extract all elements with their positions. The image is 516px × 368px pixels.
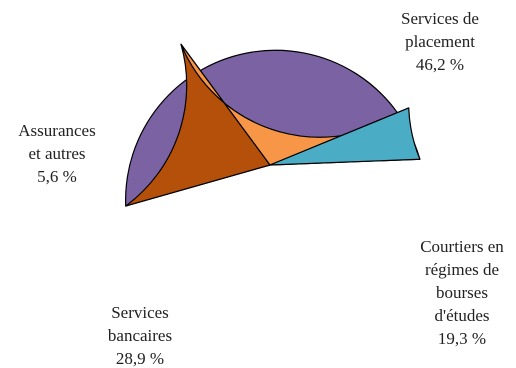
slice-label-courtiers-en-regimes-de-bourses-d-etudes: Courtiers en régimes de bourses d'études 19,… (420, 237, 504, 348)
slice-name-line: Assurances (18, 121, 95, 140)
slice-name-line: Services de (401, 9, 479, 28)
slice-name-line: Courtiers en (420, 237, 504, 256)
slice-value-label: 19,3 % (438, 329, 486, 348)
pie-slice-assurances-et-autres (269, 107, 421, 166)
slice-name-line: bancaires (108, 326, 172, 345)
slice-label-services-de-placement: Services de placement 46,2 % (401, 9, 479, 74)
slice-name-line: placement (405, 32, 475, 51)
slice-name-line: d'études (435, 306, 490, 325)
slice-value-label: 5,6 % (37, 167, 77, 186)
slice-label-assurances-et-autres: Assurances et autres 5,6 % (18, 121, 95, 186)
pie-slice-courtiers-en-regimes-de-bourses-d-etudes (125, 43, 271, 207)
slice-value-label: 28,9 % (116, 349, 164, 368)
slice-name-line: régimes de (425, 260, 499, 279)
slice-name-line: bourses (436, 283, 488, 302)
slice-label-services-bancaires: Services bancaires 28,9 % (108, 303, 172, 368)
pie-slices (125, 43, 421, 207)
slice-name-line: et autres (28, 144, 85, 163)
pie-labels: Services de placement 46,2 % Courtiers en ré… (18, 9, 504, 368)
slice-value-label: 46,2 % (416, 55, 464, 74)
slice-name-line: Services (111, 303, 169, 322)
